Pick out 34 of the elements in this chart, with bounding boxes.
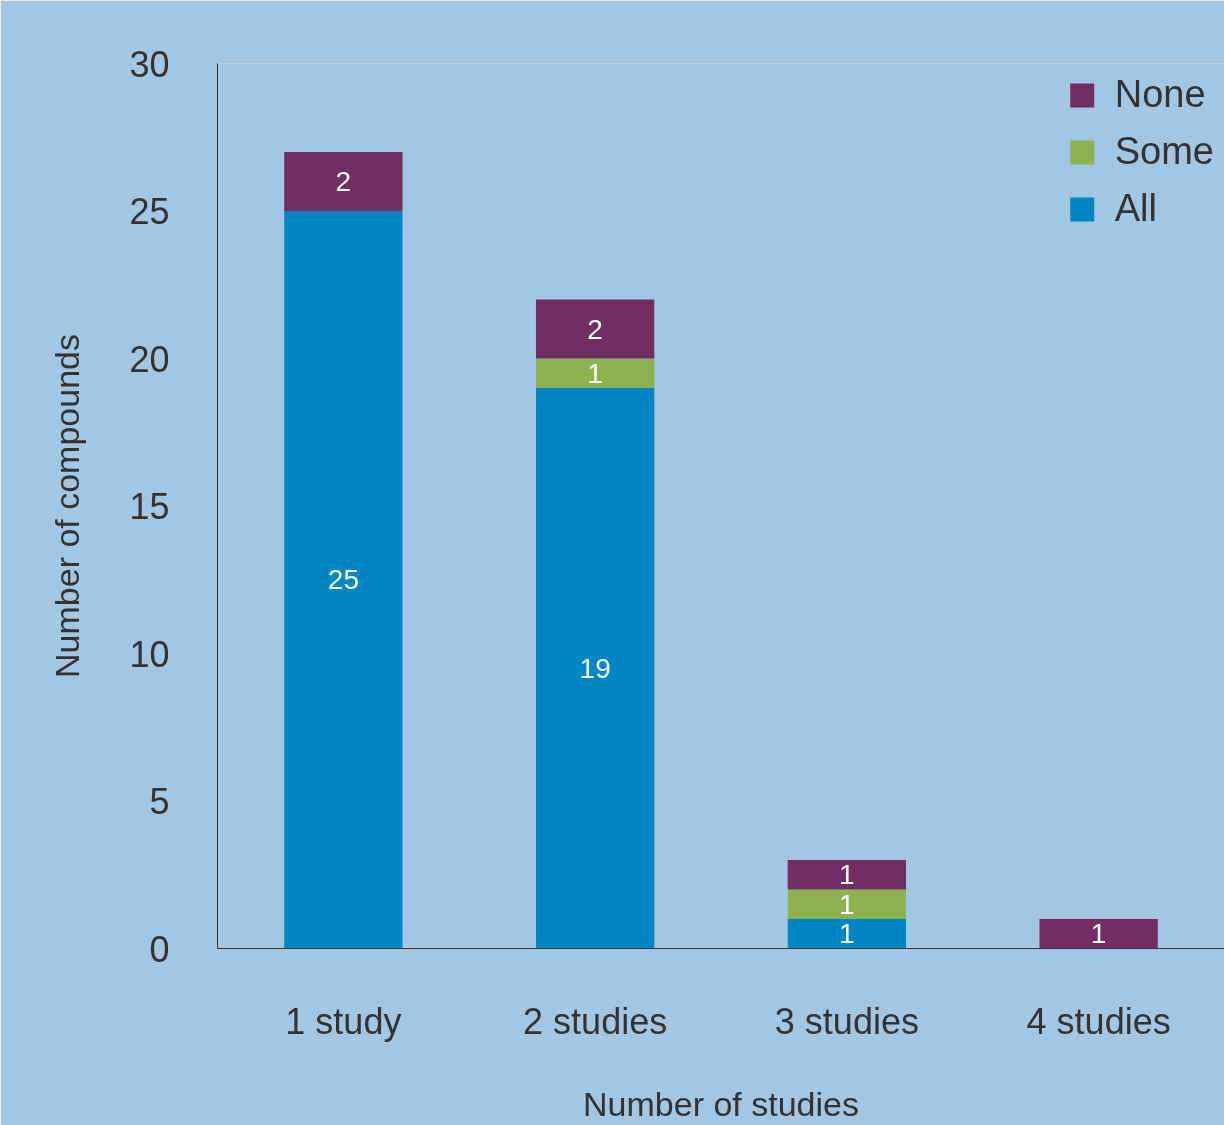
- x-axis-title: Number of studies: [583, 1084, 859, 1123]
- data-label: 1: [839, 859, 855, 891]
- x-tick-label: 4 studies: [1026, 1000, 1171, 1042]
- data-label: 1: [839, 918, 855, 950]
- legend-label: Some: [1114, 130, 1214, 173]
- legend-label: All: [1114, 187, 1157, 230]
- data-label: 19: [579, 652, 611, 684]
- bar: [787, 860, 907, 890]
- y-tick-label: 5: [149, 781, 170, 822]
- bar: [284, 211, 403, 949]
- x-tick-label: 2 studies: [523, 1000, 668, 1042]
- bar: [1039, 919, 1158, 949]
- bar: [787, 889, 907, 919]
- y-tick-label: 15: [129, 486, 170, 527]
- bar: [535, 388, 655, 949]
- bar: [535, 358, 655, 388]
- y-tick-label: 20: [129, 338, 170, 380]
- data-label: 1: [587, 357, 603, 389]
- data-label: 1: [1090, 918, 1107, 950]
- y-tick-label: 30: [129, 43, 170, 85]
- y-tick-label: 25: [129, 191, 170, 232]
- y-axis-title: Number of compounds: [48, 334, 87, 678]
- data-label: 1: [839, 888, 855, 920]
- x-tick-label: 1 study: [285, 1000, 402, 1042]
- legend-label: None: [1114, 73, 1206, 116]
- x-tick-label: 3 studies: [774, 1000, 919, 1042]
- data-label: 2: [335, 166, 352, 197]
- bar: [284, 152, 403, 211]
- y-tick-label: 0: [149, 928, 170, 970]
- bar: [787, 919, 907, 949]
- bar: [535, 299, 655, 359]
- data-label: 2: [587, 313, 603, 345]
- y-tick-label: 10: [129, 633, 170, 675]
- data-label: 25: [327, 564, 359, 596]
